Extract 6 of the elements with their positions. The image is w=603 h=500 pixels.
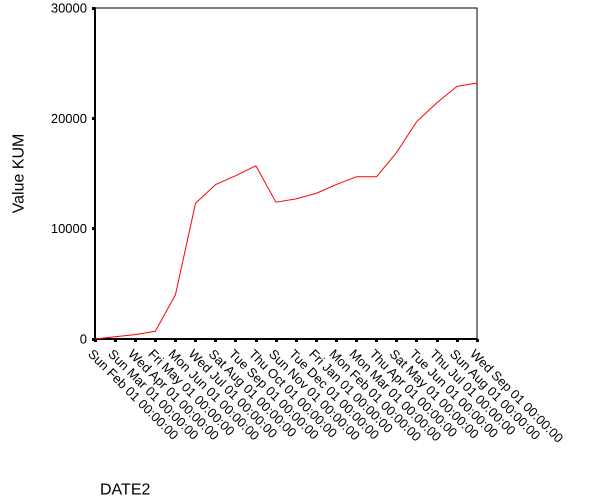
y-tick-label: 10000 — [50, 221, 87, 236]
y-tick-label: 0 — [80, 332, 87, 346]
x-axis-title: DATE2 — [100, 482, 150, 498]
y-axis-title: Value KUM — [10, 134, 28, 214]
y-tick-label: 20000 — [50, 110, 87, 126]
y-tick-label: 30000 — [50, 0, 87, 16]
